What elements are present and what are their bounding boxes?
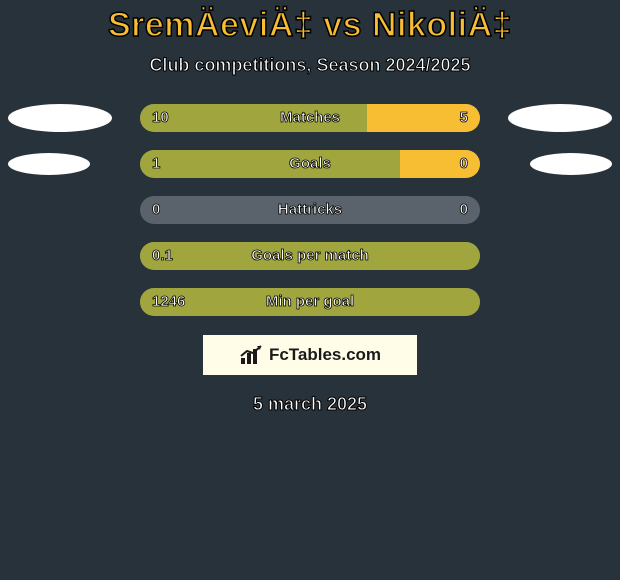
- stat-row: Min per goal 1246: [0, 288, 620, 316]
- stat-label: Matches: [280, 104, 340, 132]
- left-player-ellipse: [8, 104, 112, 132]
- stat-row: Hattricks 0 0: [0, 196, 620, 224]
- page-title: SremÄeviÄ‡ vs NikoliÄ‡: [0, 0, 620, 45]
- stat-rows: Matches105Goals10Hattricks00Goals per ma…: [0, 104, 620, 316]
- stat-right-value: 0: [460, 196, 468, 224]
- left-player-ellipse: [8, 153, 90, 175]
- stat-left-value: 0.1: [152, 242, 173, 270]
- stat-row: Matches 10 5: [0, 104, 620, 132]
- stat-bar: Goals 1 0: [140, 150, 480, 178]
- stat-left-value: 1: [152, 150, 160, 178]
- brand-box: FcTables.com: [202, 334, 418, 376]
- stat-bar-left: [140, 150, 400, 178]
- stat-bar: Matches 10 5: [140, 104, 480, 132]
- stat-left-value: 1246: [152, 288, 185, 316]
- stat-row: Goals per match 0.1: [0, 242, 620, 270]
- stat-right-value: 5: [460, 104, 468, 132]
- stat-label: Hattricks: [278, 196, 342, 224]
- page-subtitle: Club competitions, Season 2024/2025: [0, 55, 620, 76]
- stat-left-value: 10: [152, 104, 169, 132]
- stat-bar: Hattricks 0 0: [140, 196, 480, 224]
- right-player-ellipse: [530, 153, 612, 175]
- right-player-ellipse: [508, 104, 612, 132]
- brand-text: FcTables.com: [269, 345, 381, 365]
- stat-right-value: 0: [460, 150, 468, 178]
- stat-bar-right: [400, 150, 480, 178]
- stat-bar: Min per goal 1246: [140, 288, 480, 316]
- stat-label: Goals: [289, 150, 331, 178]
- date-label: 5 march 2025: [0, 394, 620, 415]
- stat-row: Goals 1 0: [0, 150, 620, 178]
- stat-label: Min per goal: [266, 288, 354, 316]
- stat-label: Goals per match: [251, 242, 369, 270]
- bars-icon: [239, 344, 265, 366]
- stat-left-value: 0: [152, 196, 160, 224]
- stat-bar: Goals per match 0.1: [140, 242, 480, 270]
- comparison-infographic: SremÄeviÄ‡ vs NikoliÄ‡ Club competitions…: [0, 0, 620, 580]
